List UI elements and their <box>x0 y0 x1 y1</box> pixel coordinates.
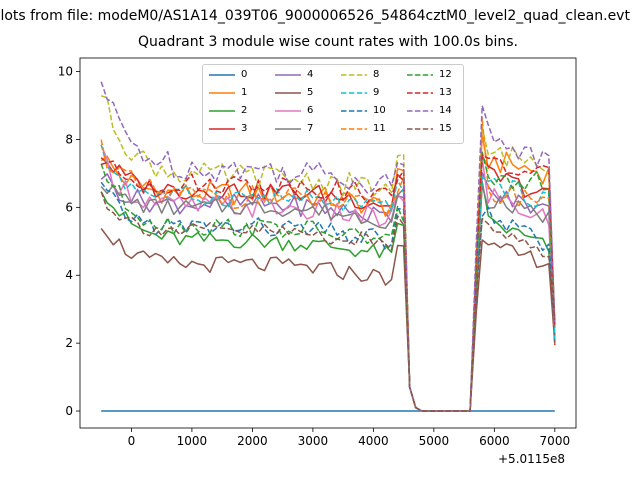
legend-swatch <box>275 92 301 94</box>
legend-label: 11 <box>373 123 386 134</box>
legend-label: 7 <box>307 123 314 134</box>
legend-label: 12 <box>439 69 452 80</box>
legend-label: 2 <box>241 105 248 116</box>
y-tick-label: 0 <box>65 404 73 418</box>
x-tick-label: 0 <box>128 434 136 448</box>
series-line-7 <box>100 184 556 412</box>
legend: 0 1 2 3 4 5 6 7 8 9 10 11 12 13 14 15 <box>202 64 464 144</box>
legend-label: 5 <box>307 87 314 98</box>
legend-label: 10 <box>373 105 386 116</box>
legend-swatch <box>209 74 235 76</box>
series-line-13 <box>100 154 556 412</box>
x-tick-label: 7000 <box>540 434 571 448</box>
series-line-5 <box>100 228 556 412</box>
series-line-10 <box>100 181 556 412</box>
y-tick-label: 6 <box>65 200 73 214</box>
series-line-14 <box>100 81 556 412</box>
legend-swatch <box>341 110 367 112</box>
x-tick-label: 6000 <box>479 434 510 448</box>
x-axis: 0 1000 2000 3000 4000 5000 6000 7000 <box>128 428 571 448</box>
legend-label: 9 <box>373 87 380 98</box>
legend-swatch <box>341 92 367 94</box>
chart-title: Quadrant 3 module wise count rates with … <box>138 34 518 50</box>
legend-swatch <box>407 92 433 94</box>
legend-swatch <box>407 74 433 76</box>
x-tick-label: 2000 <box>237 434 268 448</box>
legend-label: 3 <box>241 123 248 134</box>
legend-swatch <box>275 128 301 130</box>
plot-frame <box>79 57 577 429</box>
legend-swatch <box>341 128 367 130</box>
legend-label: 0 <box>241 69 248 80</box>
legend-label: 14 <box>439 105 452 116</box>
legend-label: 8 <box>373 69 380 80</box>
legend-swatch <box>275 74 301 76</box>
legend-label: 6 <box>307 105 314 116</box>
legend-swatch <box>407 128 433 130</box>
legend-swatch <box>209 92 235 94</box>
legend-label: 4 <box>307 69 314 80</box>
y-tick-label: 4 <box>65 268 73 282</box>
legend-label: 15 <box>439 123 452 134</box>
y-tick-label: 10 <box>58 65 73 79</box>
legend-swatch <box>275 110 301 112</box>
x-tick-label: 5000 <box>419 434 450 448</box>
y-axis: 0 2 4 6 8 10 <box>58 65 80 418</box>
x-axis-offset-label: +5.0115e8 <box>498 452 566 466</box>
legend-label: 1 <box>241 87 248 98</box>
x-tick-label: 4000 <box>358 434 389 448</box>
legend-label: 13 <box>439 87 452 98</box>
x-tick-label: 3000 <box>298 434 329 448</box>
series-line-2 <box>100 180 556 412</box>
legend-swatch <box>209 110 235 112</box>
x-tick-label: 1000 <box>177 434 208 448</box>
legend-swatch <box>407 110 433 112</box>
y-tick-label: 2 <box>65 336 73 350</box>
series-line-8 <box>100 95 556 412</box>
plot-area <box>100 81 556 412</box>
legend-swatch <box>341 74 367 76</box>
y-tick-label: 8 <box>65 132 73 146</box>
figure-suptitle: Plots from file: modeM0/AS1A14_039T06_90… <box>0 8 630 24</box>
series-line-15 <box>100 191 556 412</box>
legend-swatch <box>209 128 235 130</box>
